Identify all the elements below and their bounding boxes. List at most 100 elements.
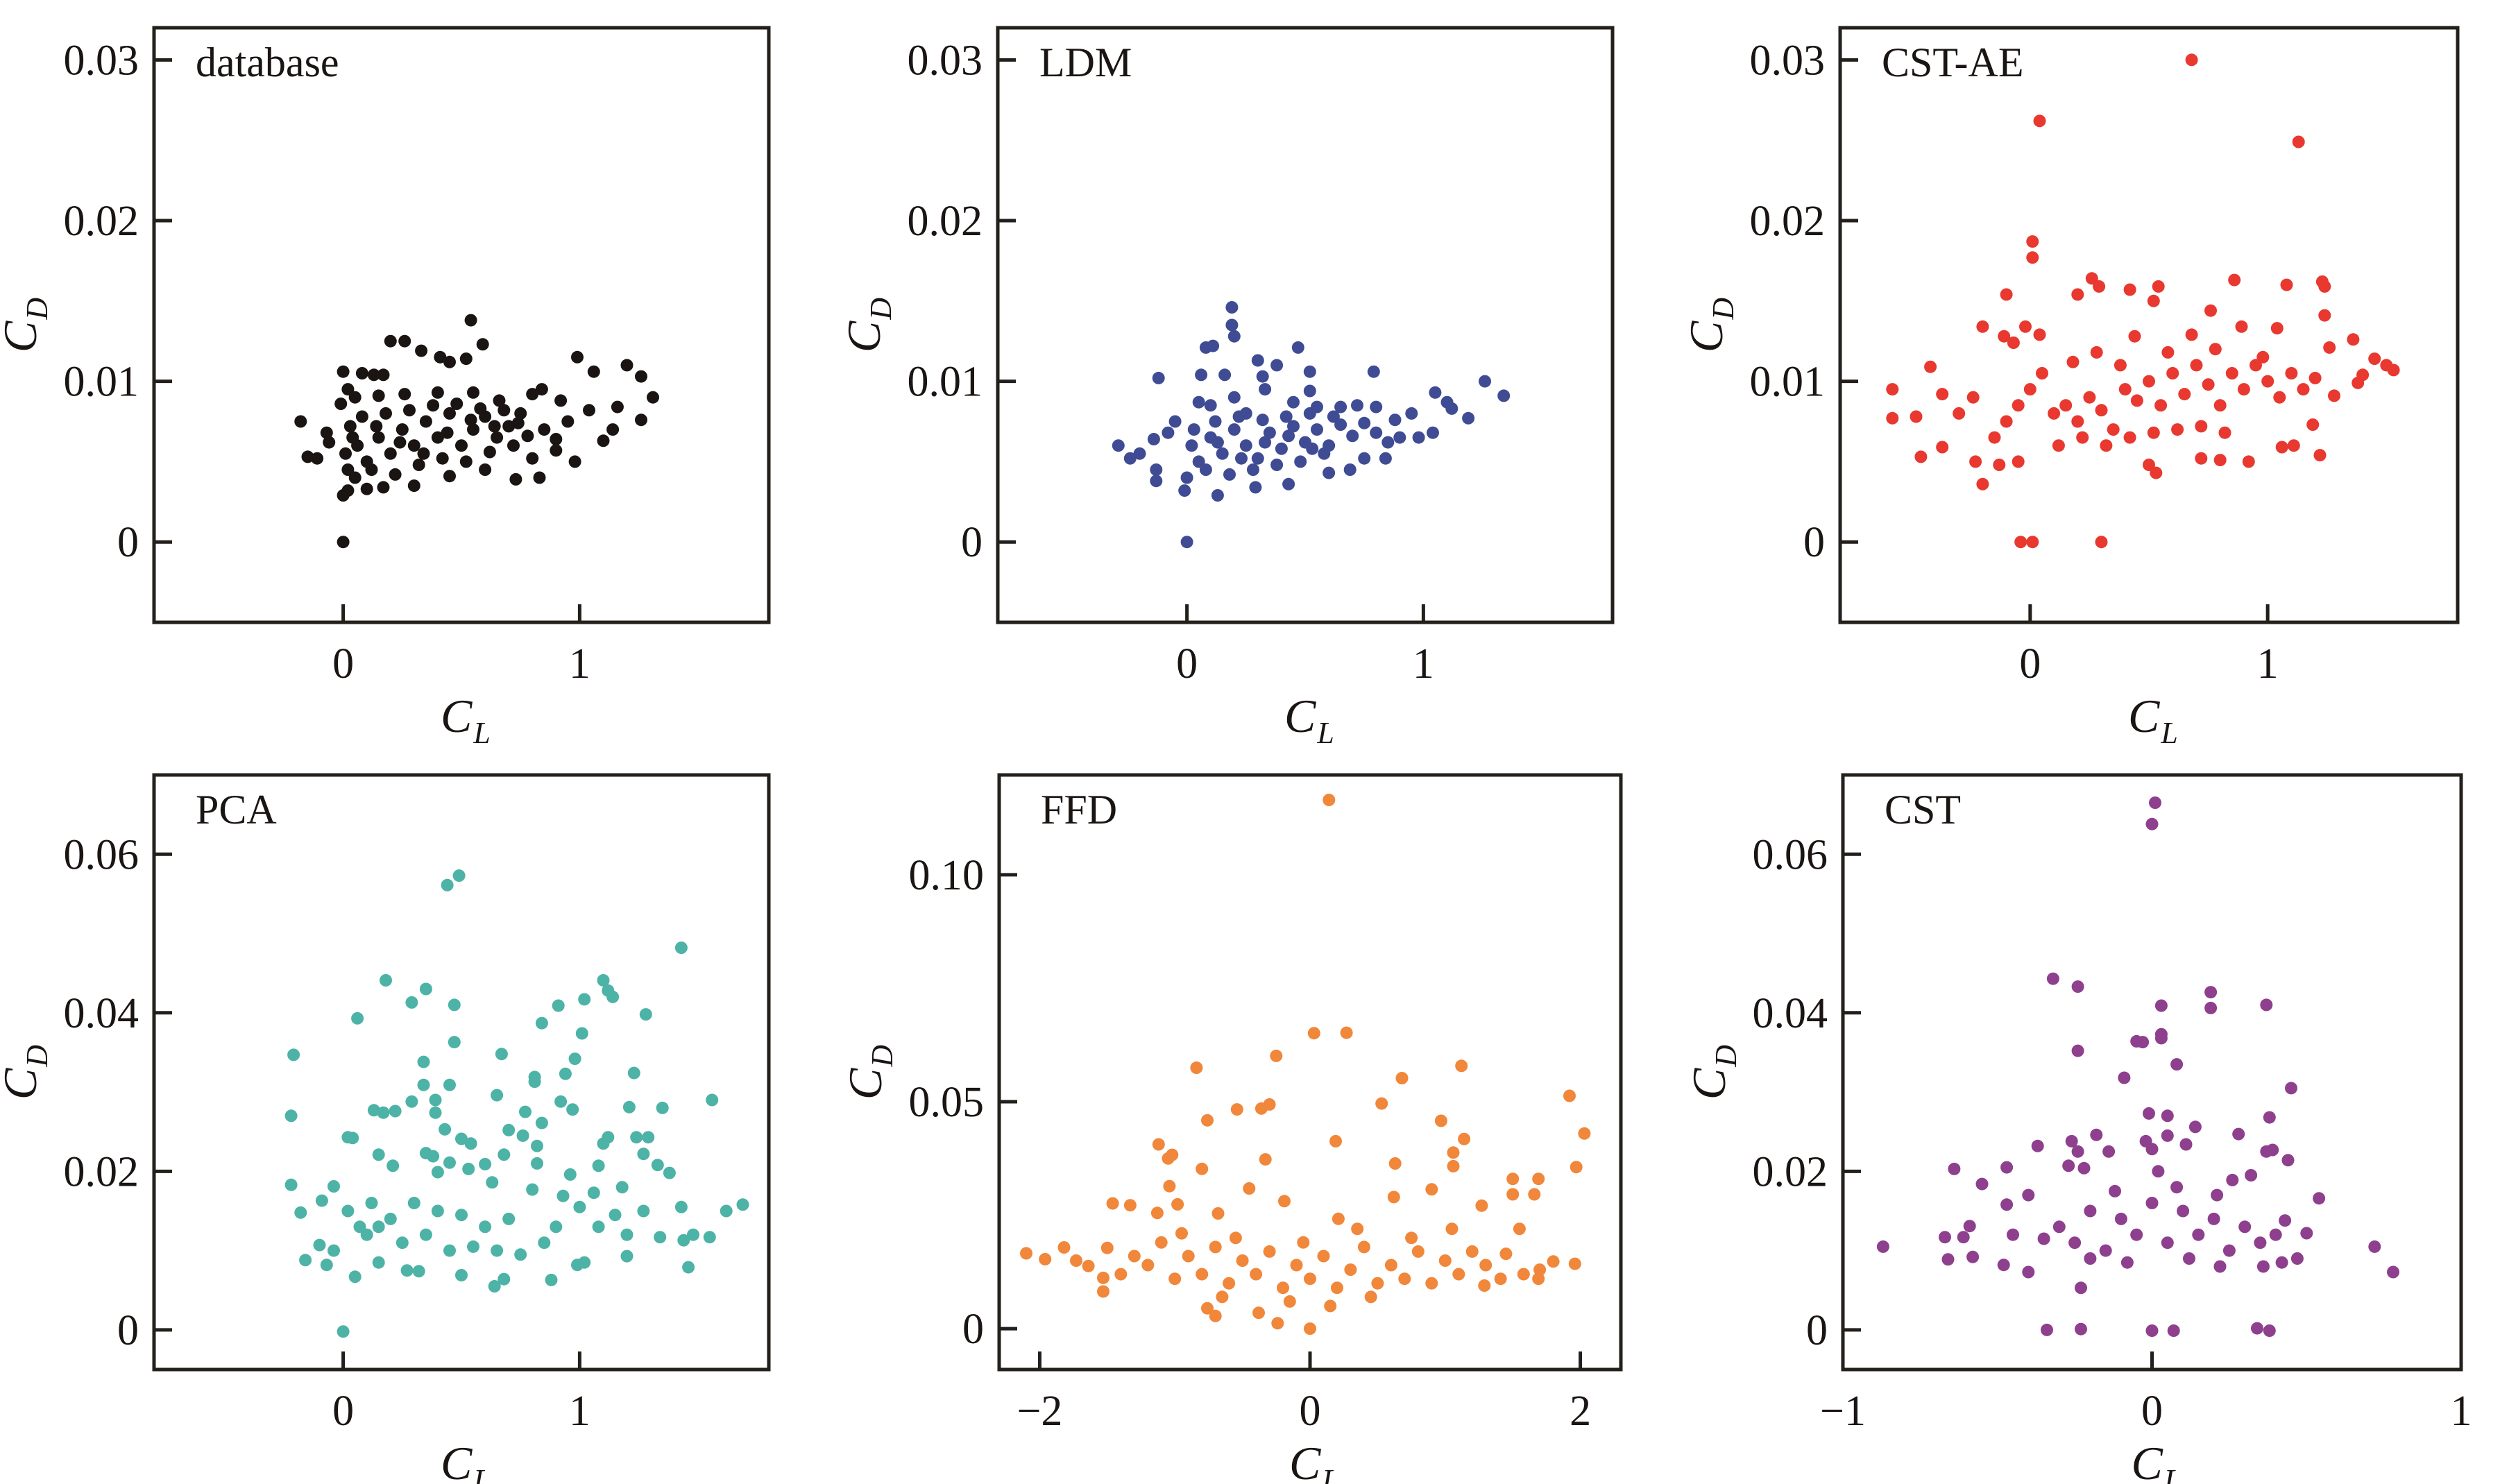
data-point [2213,454,2227,467]
data-point [2145,817,2159,830]
data-point [550,433,563,445]
data-point [1329,1134,1342,1148]
x-tick-label: 0 [1300,1388,1321,1435]
data-point [2130,1228,2143,1241]
axes-frame [152,26,771,624]
data-point [328,1244,340,1257]
data-point [1155,1236,1168,1249]
data-point [2147,294,2160,307]
data-point [1445,1222,1459,1236]
data-point [2085,272,2098,285]
data-point [2130,394,2143,407]
data-point [443,1078,456,1091]
x-axis-label: CL [2128,690,2178,750]
data-point [2066,355,2080,368]
data-point [2190,359,2203,372]
data-point [315,1194,328,1207]
data-point [1175,1227,1188,1240]
data-point [1123,452,1137,465]
panel-cst-ae: 0 0.01 0.02 0.03 0 1 CST-AE CL CD [1680,26,2460,750]
data-point [1303,365,1316,378]
data-point [2075,1281,2087,1295]
data-point [592,1159,605,1172]
data-point [2185,328,2198,341]
data-point [2059,399,2073,412]
data-point [2007,336,2020,349]
data-point [1259,1153,1272,1166]
data-point [635,413,647,427]
data-point [380,974,392,987]
data-point [563,1168,577,1181]
data-point [348,391,362,404]
data-point [1517,1268,1530,1281]
data-point [1082,1259,1095,1272]
data-point [1207,339,1220,352]
data-point [663,1166,676,1179]
data-point [1270,1049,1283,1062]
panel-title: LDM [1039,40,1132,85]
data-point [1398,1272,1411,1286]
data-point [656,1101,669,1114]
data-point [2318,280,2331,293]
data-point [531,1157,543,1170]
data-point [2328,389,2340,402]
data-point [405,1095,418,1108]
data-point [2228,273,2241,287]
data-point [1570,1161,1583,1174]
data-point [1405,1231,1418,1245]
data-point [1250,1268,1263,1281]
data-point [2071,1145,2084,1158]
data-point [2235,320,2248,333]
data-point [491,1244,504,1257]
data-point [578,993,591,1006]
data-point [571,1259,584,1272]
data-point [323,436,336,449]
data-point [488,1280,501,1293]
data-point [1311,423,1323,436]
data-point [1936,441,1949,454]
y-tick-label: 0.02 [1753,1148,1828,1195]
data-point [2147,426,2160,439]
data-point [519,1105,532,1118]
data-point [639,1008,652,1021]
data-point [602,1131,615,1144]
data-point [2114,359,2127,372]
data-point [1434,1114,1447,1127]
data-point [1993,459,2006,471]
data-point [1128,1250,1141,1263]
data-point [311,452,324,465]
data-point [1057,1241,1071,1254]
data-point [1216,1290,1229,1304]
data-point [417,447,430,460]
data-point [287,1048,300,1061]
y-tick-label: 0.04 [64,990,139,1037]
data-point [2195,420,2208,433]
data-point [2149,796,2161,809]
data-point [299,1254,312,1267]
data-point [1225,301,1239,314]
data-point [2036,367,2048,379]
data-point [2202,378,2215,391]
data-point [1388,1157,1402,1170]
data-point [2154,999,2168,1012]
data-point [1271,1317,1284,1330]
data-point [459,352,473,366]
data-point [1192,395,1205,409]
data-point [417,1055,430,1068]
data-point [2026,251,2039,264]
data-point [377,481,390,494]
data-point [1371,1277,1384,1290]
data-point [566,1103,579,1116]
data-point [2026,235,2039,248]
data-point [568,1052,581,1066]
data-point [1344,1263,1357,1277]
data-point [1412,431,1425,444]
data-point [2095,404,2108,417]
data-point [627,1066,640,1080]
data-point [2093,280,2106,293]
data-point [2263,1324,2276,1337]
data-point [511,416,525,429]
data-point [2107,423,2120,436]
data-point [573,1200,586,1213]
data-point [556,1189,570,1202]
